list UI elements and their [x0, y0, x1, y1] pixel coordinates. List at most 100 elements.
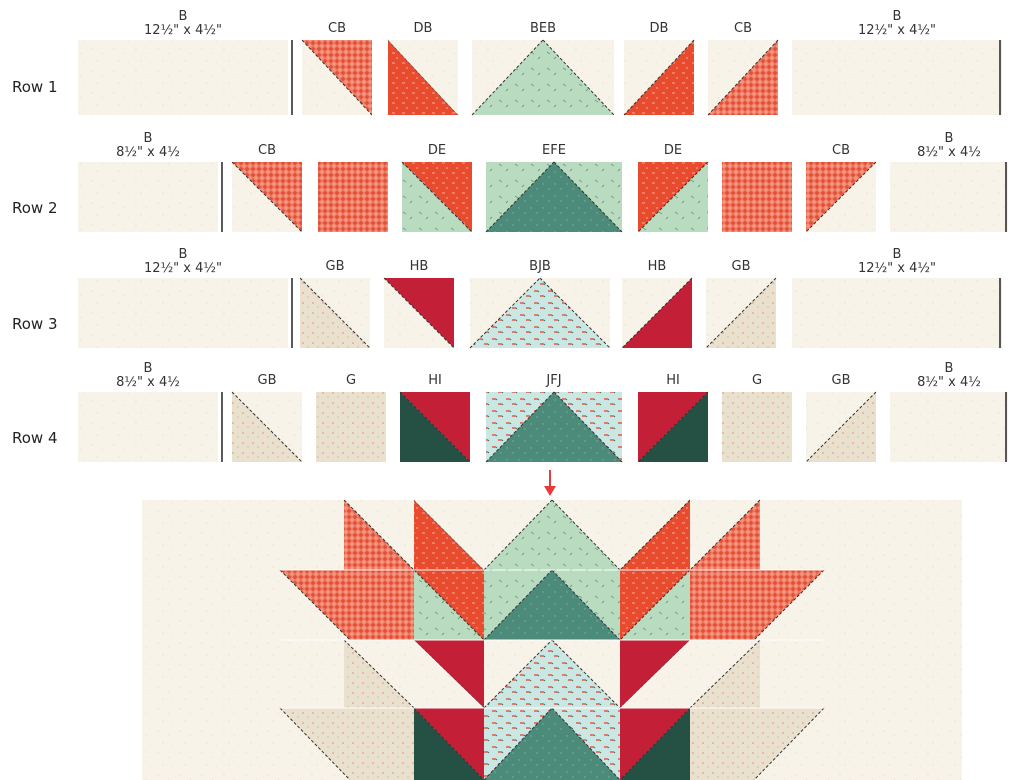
unit-cb2-seam	[707, 39, 779, 116]
asm-r1-db-right-lower-half	[620, 500, 690, 570]
asm-r1-cb-left	[343, 499, 415, 571]
unit-hb2-seam	[621, 277, 693, 349]
asm-r4-hi-left	[413, 707, 485, 780]
asm-r1-cb-left-lower-half	[344, 500, 414, 570]
asm-r1-db-right-seam	[619, 499, 691, 571]
unit-gb-lower-half	[300, 278, 370, 348]
block-unit-g: G	[316, 373, 386, 462]
block-unit-efe: EFE	[485, 143, 623, 233]
block-unit-cb: CB	[231, 143, 303, 233]
block-unit-jfj: JFJ	[485, 373, 623, 463]
unit-gb2-lower-half	[806, 392, 876, 462]
unit-cb2	[707, 39, 779, 116]
row-label: Row 4	[12, 429, 58, 447]
asm-r3-hb-right-bg	[620, 640, 690, 708]
asm-r3-gb-right	[689, 639, 761, 709]
asm-r2-de-left-lower-half	[414, 570, 484, 640]
unit-de2	[637, 161, 709, 233]
asm-r2-efe-seam-left	[483, 569, 553, 641]
unit-hb2-lower-half	[622, 278, 692, 348]
asm-r4-hi-right	[619, 707, 691, 780]
block-label: B	[144, 131, 153, 146]
unit-c	[722, 162, 792, 232]
asm-r3-gb-left-lower-half	[344, 640, 414, 708]
asm-r2-de-left-seam	[413, 569, 485, 641]
unit-gb	[299, 277, 371, 349]
unit-cb_r2-lower-half	[232, 162, 302, 232]
asm-r2-efe	[483, 569, 621, 641]
unit-db2-seam	[623, 39, 695, 116]
asm-r2-cb-right	[753, 569, 825, 641]
block-label: GB	[258, 373, 277, 388]
block-unit-hb: HB	[383, 259, 455, 349]
unit-efe	[485, 161, 623, 233]
block-label: B	[945, 361, 954, 376]
row-label: Row 2	[12, 199, 58, 217]
block-label: BJB	[529, 259, 551, 274]
asm-r3-bjb-seam-right	[551, 639, 621, 709]
unit-jfj-seam-left	[485, 391, 555, 463]
unit-beb	[471, 39, 615, 116]
block-label: CB	[258, 143, 276, 158]
unit-cb-seam	[301, 39, 373, 116]
block-unit-db: DB	[387, 21, 459, 116]
unit-gb2-lower-half	[706, 278, 776, 348]
unit-b	[890, 392, 1008, 462]
unit-efe-seam-left	[485, 161, 555, 233]
block-unit-de: DE	[637, 143, 709, 233]
block-label: HI	[428, 373, 442, 388]
block-unit-db: DB	[623, 21, 695, 116]
asm-r1-db-left-bg	[414, 500, 484, 570]
asm-r2-cb-left-lower-half	[280, 570, 350, 640]
block-unit-cb: CB	[707, 21, 779, 116]
unit-gb-lower-half	[232, 392, 302, 462]
block-size-label: 8½" x 4½	[116, 145, 180, 160]
unit-b	[792, 40, 1002, 115]
unit-efe-seam-right	[553, 161, 623, 233]
unit-db-background	[388, 40, 458, 115]
asm-r4-gb-right-seam	[753, 707, 825, 780]
asm-r2-c-left	[350, 570, 414, 640]
block-label: CB	[734, 21, 752, 36]
unit-hi2	[637, 391, 709, 463]
block-unit-hi: HI	[399, 373, 471, 463]
block-label: JFJ	[545, 373, 561, 388]
unit-cb_r2b-seam	[805, 161, 877, 233]
asm-r4-jfj	[483, 707, 621, 780]
unit-de-seam	[401, 161, 473, 233]
unit-efe-goose	[486, 162, 622, 232]
asm-r3-bjb-goose	[484, 640, 620, 708]
block-unit-b: B8½" x 4½	[78, 361, 223, 462]
unit-beb-goose	[472, 40, 614, 115]
asm-r3-gb-left-seam	[343, 639, 415, 709]
unit-b	[78, 40, 288, 115]
unit-gb	[231, 391, 303, 463]
unit-jfj	[485, 391, 623, 463]
unit-hi-seam	[399, 391, 471, 463]
block-label: B	[144, 361, 153, 376]
asm-r4-gb-left-seam	[279, 707, 351, 780]
unit-beb-seam-left	[471, 39, 544, 116]
block-label: HB	[648, 259, 667, 274]
unit-hb	[383, 277, 455, 349]
unit-hi-lower-half	[400, 392, 470, 462]
block-unit-hb: HB	[621, 259, 693, 349]
block-label: HB	[410, 259, 429, 274]
asm-r2-de-right-lower-half	[620, 570, 690, 640]
unit-hi	[399, 391, 471, 463]
unit-de-lower-half	[402, 162, 472, 232]
block-unit-plain	[722, 162, 792, 232]
unit-b	[78, 278, 288, 348]
block-label: B	[945, 131, 954, 146]
unit-db	[387, 39, 459, 116]
asm-r3-hb-left-bg	[414, 640, 484, 708]
block-unit-de: DE	[401, 143, 473, 233]
